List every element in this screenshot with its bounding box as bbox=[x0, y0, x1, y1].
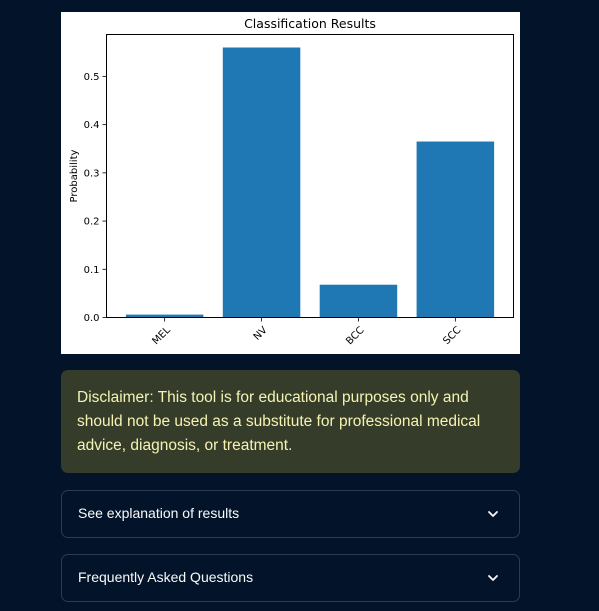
y-tick-label: 0.5 bbox=[84, 72, 100, 83]
bar-nv bbox=[222, 47, 301, 318]
chart-title: Classification Results bbox=[244, 16, 376, 31]
chevron-down-icon bbox=[488, 575, 498, 581]
chevron-down-icon bbox=[488, 511, 498, 517]
explanation-expander-label: See explanation of results bbox=[78, 505, 240, 521]
y-tick-label: 0.0 bbox=[84, 313, 100, 324]
x-tick-label-mel: MEL bbox=[150, 325, 173, 348]
chart-svg: 0.0 0.1 0.2 0.3 0.4 0.5 MEL NV BCC SCC Classific… bbox=[69, 16, 514, 348]
faq-expander[interactable]: Frequently Asked Questions bbox=[61, 554, 520, 602]
y-tick-label: 0.3 bbox=[84, 168, 100, 179]
x-tick-label-scc: SCC bbox=[441, 325, 463, 347]
disclaimer-text: Disclaimer: This tool is for educational… bbox=[77, 389, 481, 454]
bar-bcc bbox=[319, 284, 398, 318]
faq-expander-label: Frequently Asked Questions bbox=[78, 569, 254, 585]
bar-scc bbox=[416, 141, 495, 318]
y-axis-ticks: 0.0 0.1 0.2 0.3 0.4 0.5 bbox=[84, 72, 107, 324]
y-tick-label: 0.4 bbox=[84, 120, 100, 131]
y-tick-label: 0.1 bbox=[84, 265, 100, 276]
classification-chart: 0.0 0.1 0.2 0.3 0.4 0.5 MEL NV BCC SCC Classific… bbox=[61, 12, 520, 354]
disclaimer-box: Disclaimer: This tool is for educational… bbox=[61, 370, 520, 473]
plot-frame bbox=[106, 34, 514, 318]
bar-mel bbox=[125, 314, 204, 318]
y-tick-label: 0.2 bbox=[84, 217, 100, 228]
x-tick-label-nv: NV bbox=[252, 325, 270, 343]
x-tick-label-bcc: BCC bbox=[344, 325, 366, 347]
bars bbox=[125, 47, 495, 318]
y-axis-label: Probability bbox=[69, 149, 80, 202]
x-axis-ticks: MEL NV BCC SCC bbox=[150, 317, 463, 348]
explanation-expander[interactable]: See explanation of results bbox=[61, 490, 520, 538]
